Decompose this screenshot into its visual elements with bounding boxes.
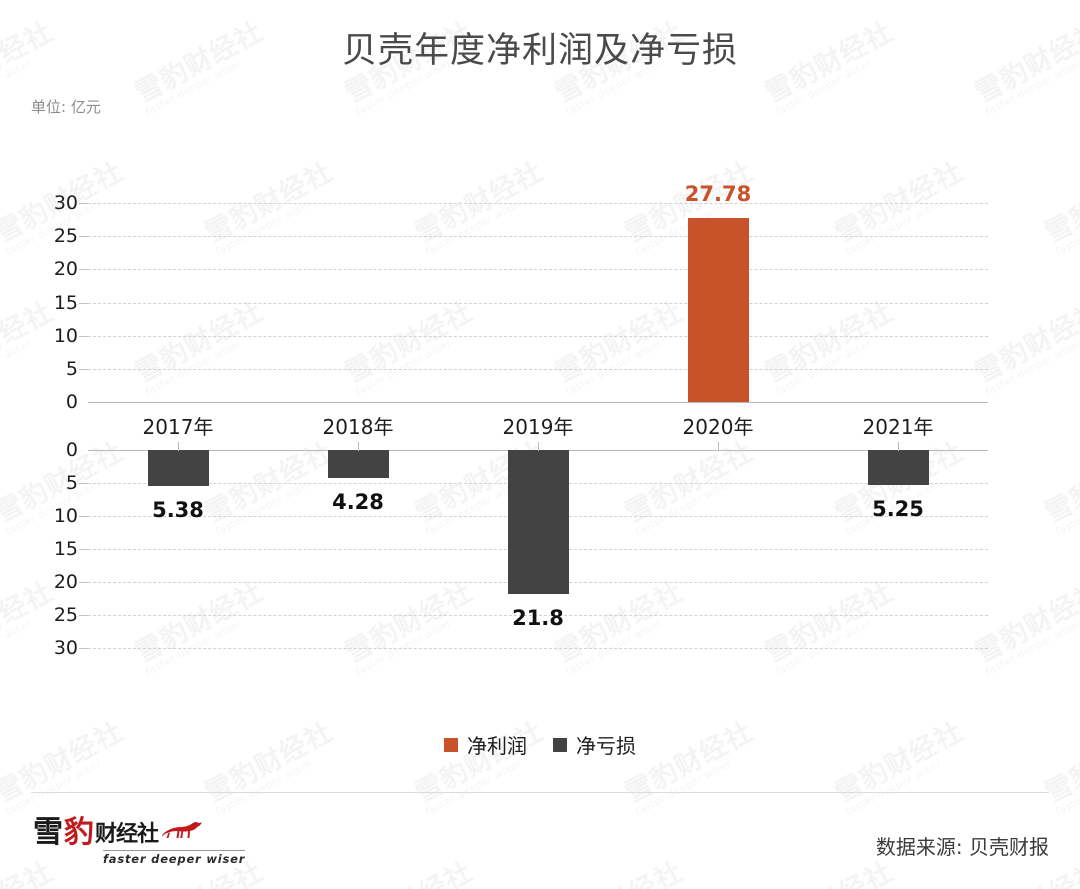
x-tick-mark xyxy=(898,442,899,451)
y-tick-mark xyxy=(79,335,88,337)
bar-value-label: 4.28 xyxy=(332,490,384,515)
y-tick-mark xyxy=(79,582,88,583)
gridline xyxy=(88,648,988,649)
y-tick-mark xyxy=(79,615,88,616)
y-tick-label: 20 xyxy=(53,258,78,281)
brand-suffix: 财经社 xyxy=(95,822,159,847)
y-tick-mark xyxy=(79,483,88,484)
legend-item-net-loss[interactable]: 净亏损 xyxy=(553,730,636,759)
x-axis-label: 2021年 xyxy=(862,415,934,439)
brand-tagline: faster deeper wiser xyxy=(103,850,246,866)
y-tick-label: 30 xyxy=(53,637,78,659)
legend-label: 净利润 xyxy=(467,734,527,758)
y-tick-mark xyxy=(79,269,88,271)
gridline xyxy=(88,203,988,204)
y-tick-label: 25 xyxy=(53,604,78,626)
bar-loss-2018年[interactable] xyxy=(327,450,389,479)
footer-divider xyxy=(31,792,1049,793)
gridline xyxy=(88,302,988,304)
page-title: 贝壳年度净利润及净亏损 xyxy=(341,31,738,71)
gridline xyxy=(88,335,988,337)
legend-item-net-profit[interactable]: 净利润 xyxy=(444,730,527,759)
x-tick-mark xyxy=(718,442,719,451)
chart-legend: 净利润 净亏损 xyxy=(0,730,1080,759)
y-tick-label: 15 xyxy=(53,538,78,560)
y-tick-mark xyxy=(79,302,88,304)
bar-profit-2020年[interactable] xyxy=(687,217,749,402)
data-source-label: 数据来源: 贝壳财报 xyxy=(875,835,1049,859)
brand-char-2: 豹 xyxy=(64,815,94,850)
x-axis-label: 2018年 xyxy=(322,415,394,439)
x-tick-mark xyxy=(538,442,539,451)
y-tick-mark xyxy=(79,368,88,370)
y-tick-label: 10 xyxy=(53,505,78,527)
leopard-icon xyxy=(162,820,204,848)
y-tick-mark xyxy=(79,236,88,238)
legend-label: 净亏损 xyxy=(576,734,636,758)
y-tick-label: 5 xyxy=(65,357,78,380)
profit-panel xyxy=(88,203,988,403)
y-tick-label: 20 xyxy=(53,571,78,593)
y-tick-mark xyxy=(79,516,88,517)
x-axis-label: 2020年 xyxy=(682,415,754,439)
gridline xyxy=(88,368,988,370)
y-tick-label: 10 xyxy=(53,324,78,347)
brand-logo: 雪 豹 财经社 faster deeper wiser xyxy=(33,815,246,866)
y-tick-label: 15 xyxy=(53,291,78,314)
bar-value-label: 5.38 xyxy=(152,497,204,522)
footer: 雪 豹 财经社 faster deeper wiser 数据来源: 贝壳财报 xyxy=(0,806,1080,889)
unit-label: 单位: 亿元 xyxy=(31,98,101,116)
x-tick-mark xyxy=(178,442,179,451)
y-tick-label: 30 xyxy=(53,192,78,214)
bar-value-label: 27.78 xyxy=(684,181,752,206)
x-tick-mark xyxy=(358,442,359,451)
y-tick-label: 5 xyxy=(65,472,78,494)
y-tick-label: 25 xyxy=(53,225,78,248)
gridline xyxy=(88,236,988,238)
x-axis-label: 2017年 xyxy=(142,415,214,439)
gridline xyxy=(88,615,988,616)
y-tick-mark xyxy=(79,203,88,204)
y-tick-label: 0 xyxy=(65,391,78,413)
y-tick-mark xyxy=(79,549,88,550)
bar-value-label: 21.8 xyxy=(512,605,564,630)
y-tick-label: 0 xyxy=(65,439,78,461)
zero-axis-line-top xyxy=(88,402,988,403)
y-tick-mark xyxy=(79,648,88,649)
legend-swatch-icon xyxy=(444,737,458,752)
brand-char-1: 雪 xyxy=(33,815,63,850)
gridline xyxy=(88,269,988,271)
x-axis-label: 2019年 xyxy=(502,415,574,439)
legend-swatch-icon xyxy=(553,737,567,752)
bar-value-label: 5.25 xyxy=(872,496,924,521)
bar-loss-2021年[interactable] xyxy=(867,450,929,485)
bar-loss-2017年[interactable] xyxy=(147,450,209,486)
bar-loss-2019年[interactable] xyxy=(507,450,569,594)
